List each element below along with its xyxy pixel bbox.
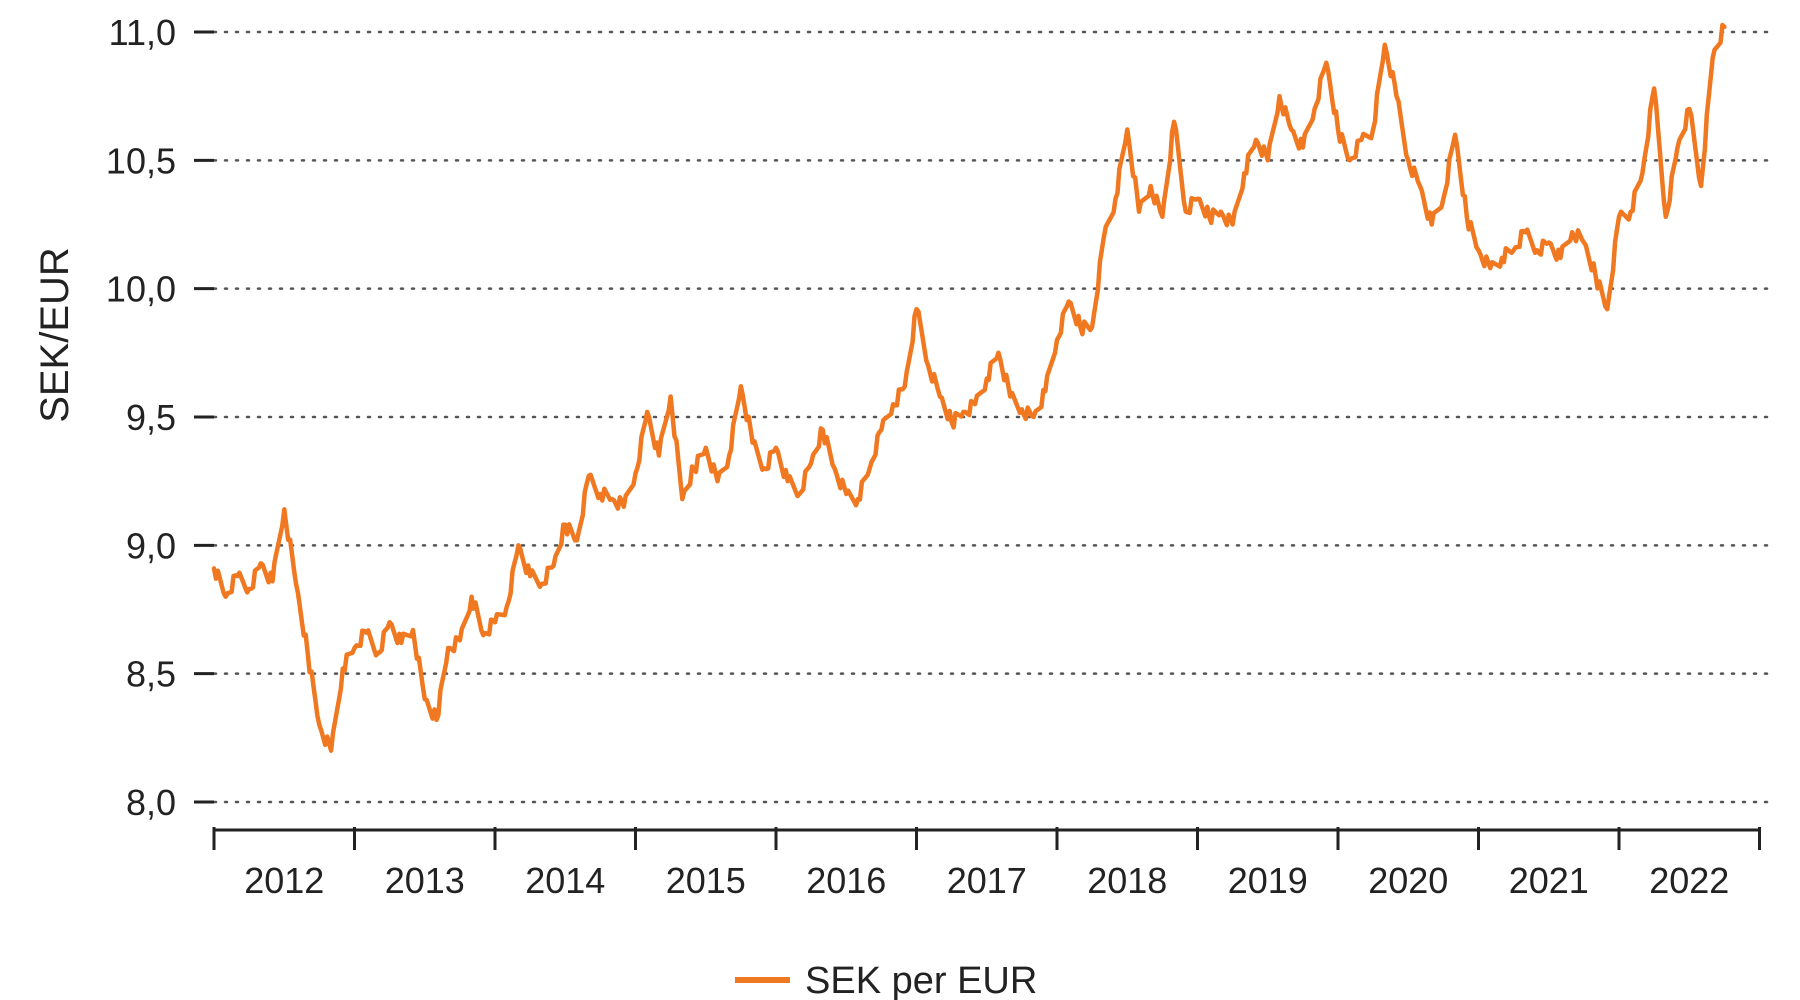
x-tick-label: 2016 xyxy=(806,860,886,901)
x-tick-label: 2020 xyxy=(1368,860,1448,901)
x-tick-label: 2015 xyxy=(666,860,746,901)
grid-layer xyxy=(212,30,1772,804)
series-line-sek-per-eur xyxy=(211,22,1727,753)
x-tick-label: 2018 xyxy=(1087,860,1167,901)
x-tick-label: 2012 xyxy=(244,860,324,901)
y-tick-label: 10,5 xyxy=(106,140,176,181)
y-tick-label: 10,0 xyxy=(106,269,176,310)
y-tick-label: 9,0 xyxy=(126,525,176,566)
y-axis: 8,0 8,5 9,0 9,5 10,0 10,5 11,0 xyxy=(106,12,214,823)
y-tick-label: 9,5 xyxy=(126,397,176,438)
x-tick-label: 2019 xyxy=(1228,860,1308,901)
x-tick-label: 2021 xyxy=(1509,860,1589,901)
x-tick-label: 2017 xyxy=(947,860,1027,901)
x-axis: 2012 2013 2014 2015 2016 2017 2018 2019 2020 2021… xyxy=(212,827,1761,901)
y-tick-label: 8,0 xyxy=(126,782,176,823)
y-tick-label: 11,0 xyxy=(109,12,176,53)
x-tick-label: 2013 xyxy=(385,860,465,901)
x-tick-label: 2022 xyxy=(1649,860,1729,901)
legend[interactable]: SEK per EUR xyxy=(735,960,1037,1000)
x-tick-label: 2014 xyxy=(525,860,605,901)
y-tick-label: 8,5 xyxy=(126,654,176,695)
series-layer xyxy=(211,22,1727,753)
y-axis-title: SEK/EUR xyxy=(33,247,77,423)
legend-label: SEK per EUR xyxy=(805,960,1037,1000)
